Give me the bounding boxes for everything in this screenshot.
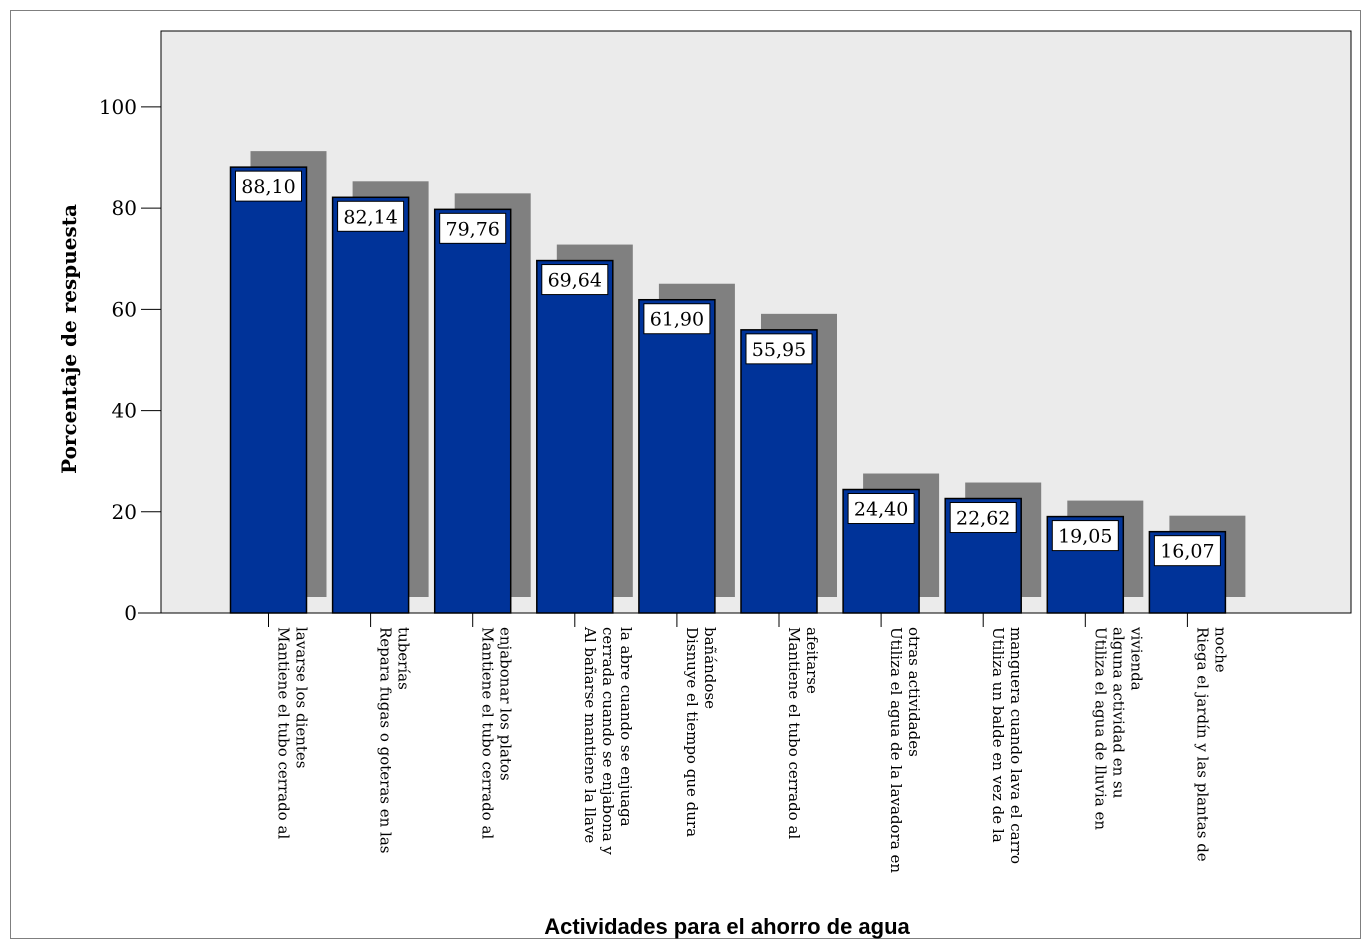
data-label-box <box>337 200 405 232</box>
category-label-line: Mantiene el tubo cerrado al <box>275 627 293 839</box>
category-label-line: Utiliza el agua de la lavadora en <box>887 627 905 873</box>
category-label-line: lavarse los dientes <box>293 627 311 769</box>
bar <box>740 329 818 614</box>
category-label-line: Disnuye el tiempo que dura <box>683 627 701 837</box>
data-label-box <box>541 264 609 296</box>
bar <box>229 166 308 614</box>
bar <box>331 196 410 614</box>
data-label: 55,95 <box>752 339 806 361</box>
bar <box>433 208 512 614</box>
category-label-line: enjabonar los platos <box>497 627 515 781</box>
category-label-line: Al bañarse mantiene la llave <box>581 626 599 843</box>
y-axis-label: Porcentaje de respuesta <box>57 204 81 474</box>
category-label: Al bañarse mantiene la llave cerrada cuan… <box>581 626 635 855</box>
data-label: 22,62 <box>956 508 1010 530</box>
category-label-line: noche <box>1211 627 1229 673</box>
category-label-line: Riega el jardín y las plantas de <box>1193 627 1211 862</box>
category-label-line: afeitarse <box>803 627 821 694</box>
category-label: Mantiene el tubo cerrado al afeitarse <box>785 627 821 839</box>
category-label-line: otras actividades <box>905 627 923 757</box>
data-label: 88,10 <box>241 176 295 198</box>
category-label-line: vivienda <box>1127 626 1145 691</box>
category-label-line: cerrada cuando se enjabona y <box>599 627 617 855</box>
category-label: Disnuye el tiempo que dura bañándose <box>683 627 719 837</box>
category-label: Utiliza un balde en vez de la manguera cu… <box>989 627 1025 864</box>
y-tick-label: 80 <box>112 196 137 220</box>
x-axis: Mantiene el tubo cerrado al lavarse los d… <box>268 613 1229 873</box>
category-label: Riega el jardín y las plantas de noche <box>1193 627 1229 862</box>
category-label: Mantiene el tubo cerrado al lavarse los d… <box>275 627 311 839</box>
category-label: Repara fugas o goteras en las tuberías <box>377 627 413 853</box>
data-label: 19,05 <box>1058 526 1112 548</box>
category-label-line: la abre cuando se enjuaga <box>617 627 635 827</box>
bar <box>536 259 614 614</box>
category-label-line: Mantiene el tubo cerrado al <box>785 627 803 839</box>
category-label: Utiliza el agua de la lavadora en otras a… <box>887 627 923 873</box>
category-label-line: Mantiene el tubo cerrado al <box>479 627 497 839</box>
data-label: 69,64 <box>548 270 602 292</box>
data-label-box <box>439 212 507 244</box>
category-label-line: Utiliza un balde en vez de la <box>989 627 1007 843</box>
x-axis-label: Actividades para el ahorro de agua <box>544 914 910 939</box>
data-label: 82,14 <box>343 206 397 228</box>
data-label-box <box>949 502 1017 534</box>
data-label: 24,40 <box>854 499 908 521</box>
data-label: 61,90 <box>650 309 704 331</box>
data-label: 79,76 <box>445 218 499 240</box>
category-label: Mantiene el tubo cerrado al enjabonar los… <box>479 627 515 839</box>
category-label-line: Utiliza el agua de lluvia en <box>1091 627 1109 830</box>
category-label-line: bañándose <box>701 627 719 709</box>
data-label: 16,07 <box>1160 541 1214 563</box>
y-axis: 0 20 40 60 80 100 <box>99 31 162 625</box>
data-label-box <box>847 493 915 525</box>
category-label-line: tuberías <box>395 627 413 690</box>
y-tick-label: 20 <box>112 500 137 524</box>
category-label: Utiliza el agua de lluvia en alguna activ… <box>1091 626 1145 830</box>
y-tick-label: 40 <box>112 399 137 423</box>
data-label-box <box>1153 535 1221 567</box>
category-label-line: alguna actividad en su <box>1109 627 1127 799</box>
y-tick-label: 0 <box>124 601 137 625</box>
data-labels: 88,10 82,14 79,76 69,64 61,90 55,95 24,40 22,62… <box>235 170 1221 567</box>
data-label-box <box>235 170 302 202</box>
data-label-box <box>745 333 813 365</box>
y-tick-label: 100 <box>99 95 137 119</box>
y-tick-label: 60 <box>112 297 137 321</box>
data-label-box <box>643 303 711 335</box>
data-label-box <box>1051 520 1119 552</box>
bar <box>638 298 716 614</box>
category-label-line: manguera cuando lava el carro <box>1007 627 1025 864</box>
category-label-line: Repara fugas o goteras en las <box>377 627 395 853</box>
